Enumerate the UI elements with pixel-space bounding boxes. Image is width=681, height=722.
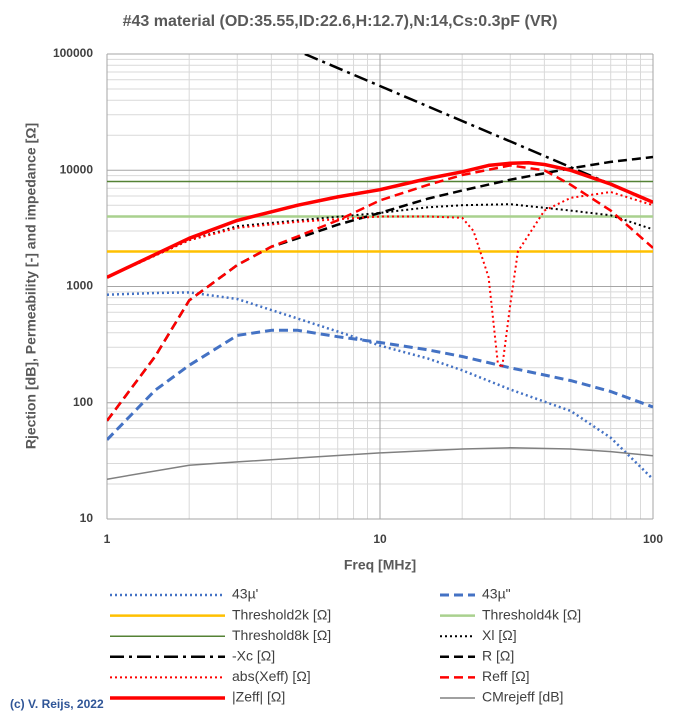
series-line	[107, 447, 653, 480]
y-axis-label: Rjection [dB], Permeability [-] and impe…	[23, 123, 39, 449]
plot-lines	[107, 54, 653, 481]
y-tick-label: 100000	[53, 46, 93, 60]
legend: 43µ' 43µ" Threshold2k [Ω] Threshold4k [Ω] Th…	[110, 586, 581, 705]
legend-label: R [Ω]	[482, 648, 514, 664]
series-line	[107, 328, 653, 441]
y-tick-label: 10	[80, 511, 94, 525]
legend-label: abs(Xeff) [Ω]	[232, 668, 311, 684]
legend-label: 43µ"	[482, 586, 511, 602]
legend-label: 43µ'	[232, 586, 258, 602]
legend-label: Threshold4k [Ω]	[482, 606, 581, 622]
x-tick-label: 10	[373, 532, 387, 546]
legend-label: Threshold8k [Ω]	[232, 627, 331, 643]
x-tick-label: 100	[643, 532, 663, 546]
y-tick-label: 1000	[66, 279, 93, 293]
y-tick-label: 10000	[60, 162, 94, 176]
legend-label: Threshold2k [Ω]	[232, 606, 331, 622]
series-line	[107, 191, 653, 369]
x-tick-label: 1	[104, 532, 111, 546]
series-line	[107, 291, 653, 481]
x-axis-label: Freq [MHz]	[344, 557, 416, 573]
legend-label: -Xc [Ω]	[232, 648, 275, 664]
legend-label: Xl [Ω]	[482, 627, 517, 643]
chart-title: #43 material (OD:35.55,ID:22.6,H:12.7),N…	[123, 13, 558, 30]
legend-label: CMrejeff [dB]	[482, 689, 563, 705]
legend-label: |Zeff| [Ω]	[232, 689, 285, 705]
credit: (c) V. Reijs, 2022	[10, 697, 104, 711]
series-line	[107, 161, 653, 279]
y-tick-label: 100	[73, 395, 93, 409]
legend-label: Reff [Ω]	[482, 668, 530, 684]
series-line	[107, 164, 653, 422]
